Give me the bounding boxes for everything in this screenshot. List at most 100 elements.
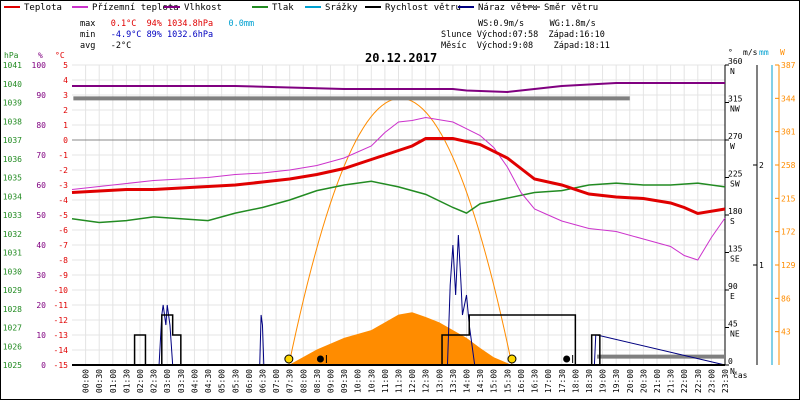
x-tick-label: 08:00 (299, 369, 308, 393)
x-tick-label: 23:00 (707, 369, 716, 393)
tick-label-hpa: 1040 (3, 80, 22, 89)
tick-label-solar: 43 (781, 328, 791, 337)
axis-title-temp: °C (55, 51, 65, 60)
legend-label: Srážky (325, 3, 358, 13)
axis-title-rain: mm (759, 48, 769, 57)
tick-label-solar: 258 (781, 161, 796, 170)
tick-label-dir-cardinal: NE (730, 330, 740, 339)
x-tick-label: 02:00 (136, 369, 145, 393)
tick-label-solar: 172 (781, 228, 796, 237)
legend-swatch (164, 5, 180, 8)
legend-label: Teplota (24, 3, 62, 13)
legend-label: Rychlost větru (385, 3, 461, 13)
axis-title-wind: m/s (743, 48, 758, 57)
tick-label-temp: -13 (54, 331, 69, 340)
tick-label-pct: 70 (36, 151, 46, 160)
stats-min: min -4.9°C 89% 1032.6hPa (80, 30, 214, 40)
tick-label-hpa: 1026 (3, 342, 22, 351)
sun-marker (507, 354, 517, 364)
x-tick-label: 04:30 (204, 369, 213, 393)
tick-label-dir: 0 (728, 357, 733, 366)
x-tick-label: 14:30 (476, 369, 485, 393)
x-tick-label: 13:00 (435, 369, 444, 393)
tick-label-hpa: 1025 (3, 361, 22, 370)
legend-swatch (458, 5, 474, 8)
tick-label-hpa: 1033 (3, 211, 22, 220)
x-tick-label: 12:30 (422, 369, 431, 393)
x-tick-label: 18:00 (571, 369, 580, 393)
tick-label-dir-cardinal: N (730, 367, 735, 376)
legend-item: Srážky (305, 3, 358, 13)
tick-label-temp: 3 (63, 91, 68, 100)
tick-label-pct: 50 (36, 211, 46, 220)
tick-label-temp: -14 (54, 346, 69, 355)
legend-label: Vlhkost (184, 3, 222, 13)
tick-label-temp: -2 (58, 166, 68, 175)
tick-label-wind: 1 (759, 261, 764, 270)
tick-label-hpa: 1028 (3, 305, 22, 314)
tick-label-hpa: 1036 (3, 155, 22, 164)
x-tick-label: 05:00 (218, 369, 227, 393)
legend-item: Tlak (252, 3, 294, 13)
tick-label-solar: 215 (781, 194, 796, 203)
temperature-line (71, 137, 726, 216)
legend-item: Přízemní teplota (72, 3, 179, 13)
x-tick-label: 21:00 (653, 369, 662, 393)
x-tick-label: 15:00 (490, 369, 499, 393)
tick-label-hpa: 1029 (3, 286, 22, 295)
tick-label-dir: 90 (728, 282, 738, 291)
tick-label-temp: -1 (58, 151, 68, 160)
tick-label-dir-cardinal: SW (730, 180, 740, 189)
legend-swatch (305, 5, 321, 8)
tick-label-dir: 315 (728, 95, 743, 104)
x-tick-label: 10:30 (367, 369, 376, 393)
tick-label-hpa: 1030 (3, 267, 22, 276)
x-tick-label: 15:30 (503, 369, 512, 393)
tick-label-temp: -9 (58, 271, 68, 280)
tick-label-temp: -5 (58, 211, 68, 220)
tick-label-solar: 129 (781, 261, 796, 270)
sun-marker (284, 354, 294, 364)
x-tick-label: 04:00 (190, 369, 199, 393)
tick-label-temp: 5 (63, 61, 68, 70)
legend-item: Teplota (4, 3, 62, 13)
x-tick-label: 09:00 (326, 369, 335, 393)
tick-label-pct: 60 (36, 181, 46, 190)
x-tick-label: 22:30 (694, 369, 703, 393)
tick-label-dir: 180 (728, 207, 743, 216)
tick-label-hpa: 1038 (3, 117, 22, 126)
x-tick-label: 00:00 (82, 369, 91, 393)
tick-label-temp: 1 (63, 121, 68, 130)
x-tick-label: 12:00 (408, 369, 417, 393)
tick-label-dir: 135 (728, 245, 743, 254)
tick-label-dir: 360 (728, 57, 743, 66)
tick-label-dir: 225 (728, 170, 743, 179)
tick-label-dir-cardinal: NW (730, 105, 740, 114)
ground-temperature-line (71, 116, 726, 261)
x-tick-label: 02:30 (150, 369, 159, 393)
x-tick-label: 17:00 (544, 369, 553, 393)
tick-label-hpa: 1041 (3, 61, 22, 70)
moon-times: Měsíc Východ:9:08 Západ:18:11 (441, 41, 610, 51)
tick-label-temp: 2 (63, 106, 68, 115)
x-tick-label: 18:30 (585, 369, 594, 393)
x-tick-label: 17:30 (558, 369, 567, 393)
x-tick-label: 19:00 (599, 369, 608, 393)
tick-label-hpa: 1039 (3, 99, 22, 108)
tick-label-pct: 80 (36, 121, 46, 130)
tick-label-wind: 2 (759, 161, 764, 170)
legend-swatch (4, 5, 20, 8)
x-tick-label: 01:00 (109, 369, 118, 393)
tick-label-hpa: 1027 (3, 324, 22, 333)
tick-label-pct: 100 (32, 61, 47, 70)
tick-label-temp: -8 (58, 256, 68, 265)
legend-label: Směr větru (544, 3, 599, 13)
legend-swatch (524, 5, 540, 8)
axis-title-solar: W (780, 48, 785, 57)
tick-label-temp: -12 (54, 316, 69, 325)
axis-title-dir: ° (728, 48, 733, 57)
x-tick-label: 09:30 (340, 369, 349, 393)
tick-label-dir: 45 (728, 320, 738, 329)
axis-title-pct: % (38, 51, 43, 60)
